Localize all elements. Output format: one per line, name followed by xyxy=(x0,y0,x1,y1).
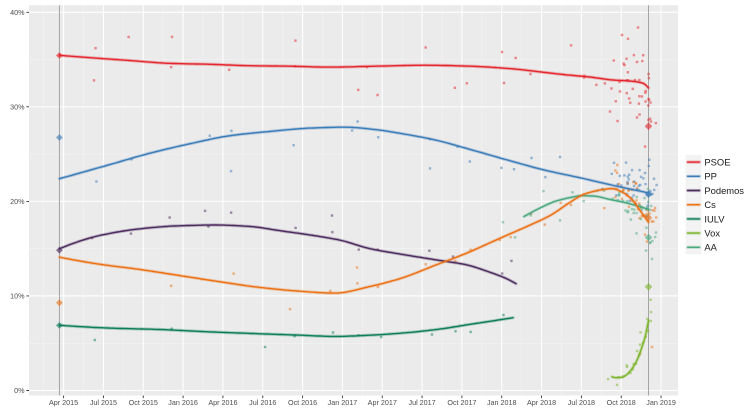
svg-text:Apr 2017: Apr 2017 xyxy=(368,398,397,407)
svg-text:30%: 30% xyxy=(10,102,25,111)
svg-text:Jul 2017: Jul 2017 xyxy=(408,398,435,407)
svg-text:Apr 2018: Apr 2018 xyxy=(527,398,556,407)
svg-text:20%: 20% xyxy=(10,197,25,206)
svg-text:10%: 10% xyxy=(10,292,25,301)
svg-text:Oct 2017: Oct 2017 xyxy=(447,398,476,407)
svg-text:0%: 0% xyxy=(14,386,25,395)
svg-text:Vox: Vox xyxy=(704,228,720,239)
svg-text:Cs: Cs xyxy=(704,199,716,210)
svg-text:Oct 2018: Oct 2018 xyxy=(607,398,636,407)
svg-text:IULV: IULV xyxy=(704,213,725,224)
svg-text:Jan 2016: Jan 2016 xyxy=(168,398,198,407)
svg-text:Jan 2018: Jan 2018 xyxy=(487,398,517,407)
svg-text:Jul 2018: Jul 2018 xyxy=(568,398,595,407)
svg-text:Jul 2016: Jul 2016 xyxy=(249,398,276,407)
svg-text:Oct 2015: Oct 2015 xyxy=(129,398,158,407)
svg-text:PP: PP xyxy=(704,171,717,182)
svg-text:40%: 40% xyxy=(10,8,25,17)
svg-text:Jul 2015: Jul 2015 xyxy=(90,398,117,407)
svg-text:Apr 2016: Apr 2016 xyxy=(208,398,237,407)
svg-text:Jan 2017: Jan 2017 xyxy=(328,398,358,407)
svg-text:Podemos: Podemos xyxy=(704,185,744,196)
svg-text:PSOE: PSOE xyxy=(704,157,730,168)
svg-text:Oct 2016: Oct 2016 xyxy=(288,398,317,407)
svg-text:AA: AA xyxy=(704,242,717,253)
svg-text:Jan 2019: Jan 2019 xyxy=(646,398,676,407)
svg-text:Apr 2015: Apr 2015 xyxy=(49,398,78,407)
